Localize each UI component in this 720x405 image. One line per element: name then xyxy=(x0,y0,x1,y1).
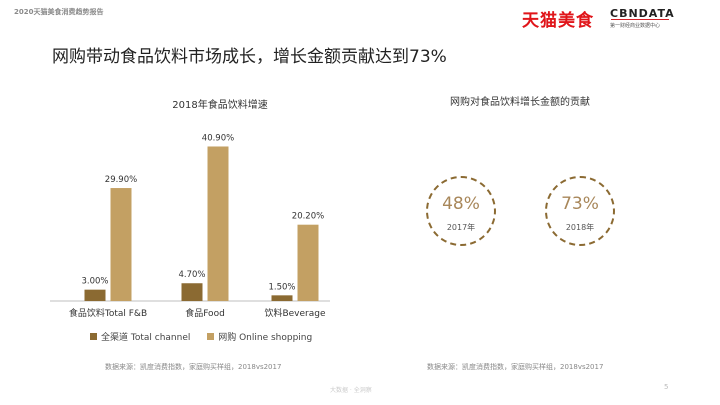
legend-label-online: 网购 Online shopping xyxy=(218,333,313,343)
page-number: 5 xyxy=(664,383,669,391)
chart-source-note: 数据来源：凯度消费指数，家庭购买样组，2018vs2017 xyxy=(105,363,282,371)
logo-divider xyxy=(611,19,669,20)
cbndata-logo-subtitle: 第一财经商业数据中心 xyxy=(610,23,661,29)
bar-online-1 xyxy=(207,146,229,301)
category-label: 食品饮料Total F&B xyxy=(69,307,147,319)
growth-bar-chart: 3.00% 29.90% 食品饮料Total F&B 4.70% 40.90% 食品Foo… xyxy=(50,133,330,319)
legend-label-total: 全渠道 Total channel xyxy=(101,333,191,343)
contribution-source-note: 数据来源：凯度消费指数，家庭购买样组，2018vs2017 xyxy=(427,363,604,371)
bar-total-2 xyxy=(271,295,293,301)
contribution-value: 73% xyxy=(561,194,599,214)
category-label: 食品Food xyxy=(185,307,225,319)
tmall-food-logo: 天猫美食 xyxy=(522,11,594,31)
legend-swatch-total xyxy=(90,333,97,340)
bar-value-label: 40.90% xyxy=(202,133,234,143)
contribution-title: 网购对食品饮料增长金额的贡献 xyxy=(450,97,590,108)
chart-title: 2018年食品饮料增速 xyxy=(172,100,268,111)
bar-value-label: 4.70% xyxy=(178,270,205,280)
bar-value-label: 29.90% xyxy=(105,175,137,185)
bar-online-2 xyxy=(297,224,319,301)
category-label: 饮料Beverage xyxy=(264,307,326,319)
legend-item-online: 网购 Online shopping xyxy=(207,330,312,343)
contribution-value: 48% xyxy=(442,194,480,214)
bar-total-1 xyxy=(181,283,203,301)
contribution-year: 2017年 xyxy=(446,223,476,232)
legend-swatch-online xyxy=(207,333,215,340)
contribution-circle-2017: 48% 2017年 xyxy=(426,176,496,246)
contribution-year: 2018年 xyxy=(565,223,595,232)
legend-item-total: 全渠道 Total channel xyxy=(90,330,190,343)
page-title: 网购带动食品饮料市场成长，增长金额贡献达到73% xyxy=(52,47,447,67)
bar-value-label: 20.20% xyxy=(292,212,324,222)
report-tag: 2020天猫美食消费趋势报告 xyxy=(14,8,104,16)
chart-legend: 全渠道 Total channel 网购 Online shopping xyxy=(90,330,326,343)
footer-slogan: 大数据 · 全洞察 xyxy=(330,387,372,394)
bar-online-0 xyxy=(110,188,132,301)
bar-total-0 xyxy=(84,289,106,301)
contribution-circle-2018: 73% 2018年 xyxy=(545,176,615,246)
bar-value-label: 3.00% xyxy=(81,277,108,287)
bar-value-label: 1.50% xyxy=(268,282,295,292)
bars-group: 3.00% 29.90% 食品饮料Total F&B 4.70% 40.90% 食品Foo… xyxy=(69,133,326,319)
cbndata-logo: CBNDATA xyxy=(610,7,675,20)
